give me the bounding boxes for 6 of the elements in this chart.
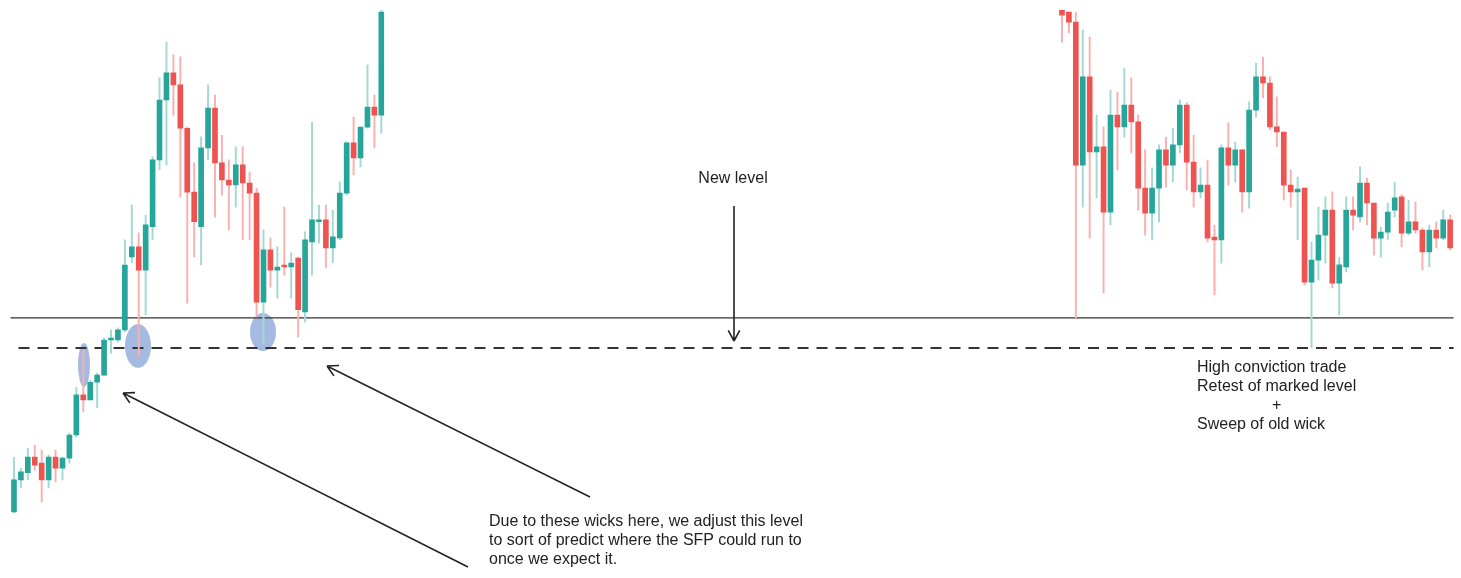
candlestick bbox=[226, 159, 232, 231]
candlestick bbox=[80, 349, 87, 413]
ref-line-label: New level bbox=[698, 168, 768, 188]
text: High conviction trade Retest of marked level + Sweep of old wick bbox=[1197, 357, 1357, 433]
candlestick bbox=[1274, 96, 1280, 148]
text: Due to these wicks here, we adjust this level to sort of predict where the SFP could run to once we expect it. bbox=[489, 511, 803, 568]
